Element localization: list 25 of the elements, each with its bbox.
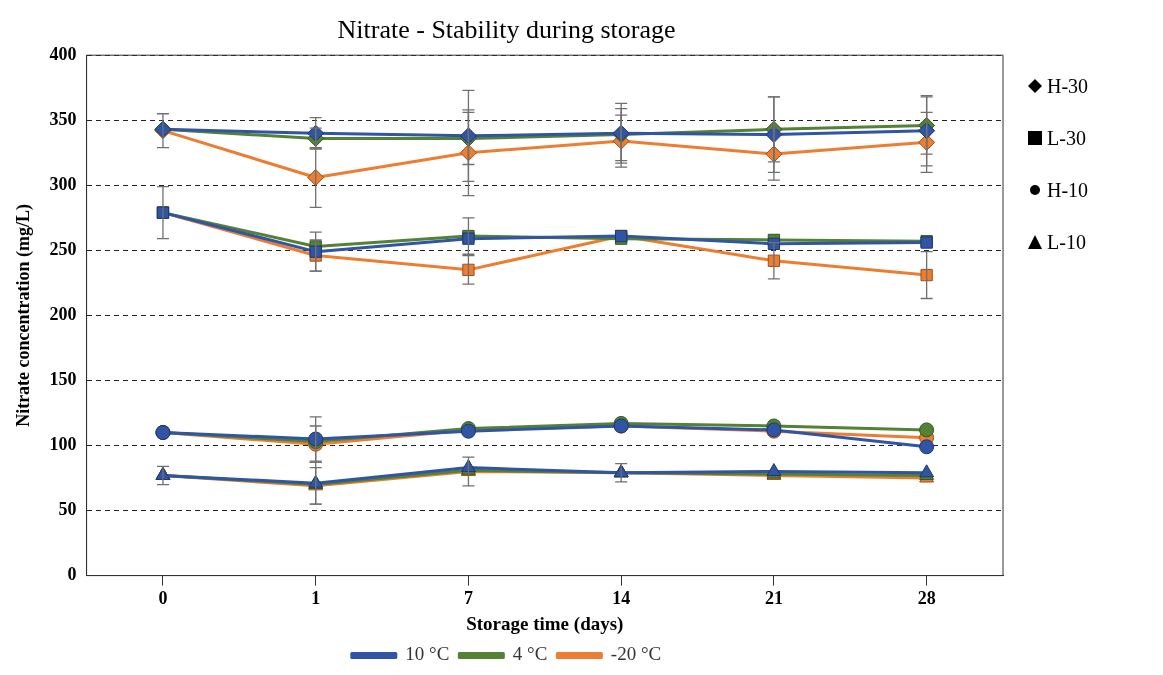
x-axis-title: Storage time (days)	[466, 612, 624, 635]
y-tick-label: 0	[67, 564, 77, 585]
y-axis-title: Nitrate concentration (mg/L)	[13, 203, 35, 427]
y-tick-label: 100	[49, 434, 77, 455]
y-tick-label: 200	[49, 304, 77, 325]
x-tick-label: 28	[917, 588, 936, 609]
y-tick-label: 250	[49, 239, 77, 260]
text: H-30	[1047, 74, 1089, 98]
text: H-10	[1047, 178, 1089, 202]
legend-label: -20 °C	[610, 643, 662, 665]
text: L-10	[1047, 230, 1086, 254]
y-tick-label: 50	[58, 499, 77, 520]
legend-label: 10 °C	[405, 643, 450, 665]
chart-title: Nitrate - Stability during storage	[337, 15, 676, 45]
y-tick-label: 400	[49, 43, 77, 64]
x-tick-label: 21	[764, 588, 783, 609]
x-tick-label: 14	[612, 588, 631, 609]
y-tick-label: 350	[49, 108, 77, 129]
x-tick-label: 0	[158, 588, 168, 609]
x-tick-label: 7	[463, 588, 473, 609]
y-tick-label: 150	[49, 369, 77, 390]
y-tick-label: 300	[49, 173, 77, 194]
x-tick-label: 1	[311, 588, 321, 609]
text: L-30	[1047, 126, 1086, 150]
legend-label: 4 °C	[512, 643, 548, 665]
